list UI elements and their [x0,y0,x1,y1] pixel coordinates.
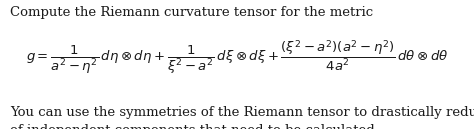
Text: You can use the symmetries of the Riemann tensor to drastically reduce the numbe: You can use the symmetries of the Rieman… [10,106,474,119]
Text: $g = \dfrac{1}{a^2 - \eta^2}\,d\eta \otimes d\eta + \dfrac{1}{\xi^2 - a^2}\,d\xi: $g = \dfrac{1}{a^2 - \eta^2}\,d\eta \oti… [26,38,448,76]
Text: of independent components that need to be calculated.: of independent components that need to b… [10,124,379,129]
Text: Compute the Riemann curvature tensor for the metric: Compute the Riemann curvature tensor for… [10,6,374,19]
